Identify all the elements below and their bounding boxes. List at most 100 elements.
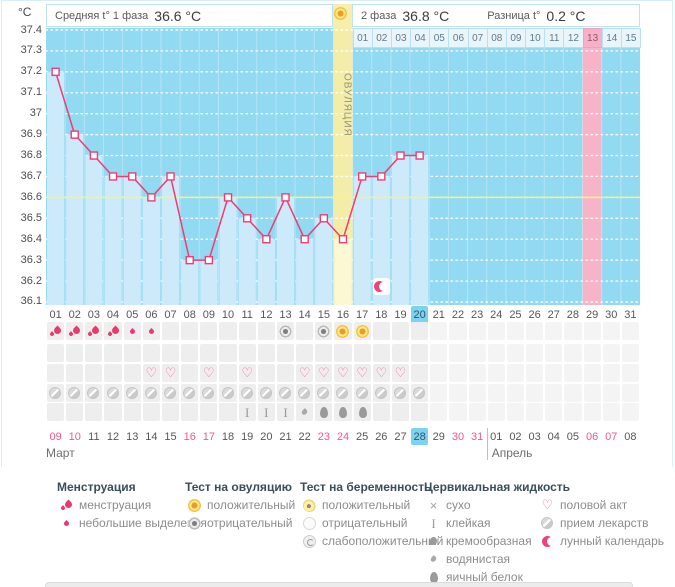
tracker-cell[interactable] (545, 384, 563, 402)
tracker-cell[interactable] (238, 403, 256, 421)
tracker-cell[interactable] (161, 322, 180, 340)
tracker-cell[interactable] (545, 403, 563, 421)
tracker-cell[interactable] (602, 322, 620, 340)
tracker-cell[interactable] (545, 344, 563, 362)
tracker-cell[interactable] (181, 384, 199, 402)
tracker-cell[interactable] (430, 403, 448, 421)
tracker-cell[interactable] (296, 384, 314, 402)
tracker-cell[interactable] (238, 344, 256, 362)
tracker-cell[interactable] (353, 364, 371, 382)
tracker-cell[interactable] (391, 322, 410, 340)
tracker-cell[interactable] (506, 322, 525, 340)
tracker-cell[interactable] (238, 384, 256, 402)
tracker-cell[interactable] (391, 403, 410, 421)
tracker-cell[interactable] (296, 364, 314, 382)
tracker-cell[interactable] (526, 403, 544, 421)
tracker-cell[interactable] (468, 344, 486, 362)
tracker-cell[interactable] (583, 364, 601, 382)
tracker-cell[interactable] (66, 364, 84, 382)
tracker-cell[interactable] (161, 364, 180, 382)
temperature-point[interactable] (242, 214, 252, 223)
tracker-cell[interactable] (123, 344, 141, 362)
tracker-cell[interactable] (315, 364, 333, 382)
tracker-cell[interactable] (161, 384, 180, 402)
tracker-cell[interactable] (276, 403, 295, 421)
tracker-cell[interactable] (219, 344, 237, 362)
tracker-cell[interactable] (200, 322, 218, 340)
tracker-cell[interactable] (47, 403, 65, 421)
tracker-cell[interactable] (257, 322, 275, 340)
temperature-point[interactable] (89, 151, 99, 160)
tracker-cell[interactable] (123, 364, 141, 382)
tracker-cell[interactable] (411, 364, 429, 382)
tracker-cell[interactable] (526, 322, 544, 340)
tracker-cell[interactable] (353, 344, 371, 362)
tracker-cell[interactable] (449, 403, 467, 421)
tracker-cell[interactable] (66, 384, 84, 402)
temperature-point[interactable] (262, 235, 271, 244)
tracker-cell[interactable] (161, 344, 180, 362)
tracker-cell[interactable] (181, 344, 199, 362)
tracker-cell[interactable] (85, 384, 103, 402)
temperature-point[interactable] (300, 235, 309, 244)
tracker-cell[interactable] (391, 364, 410, 382)
tracker-cell[interactable] (411, 403, 429, 421)
tracker-cell[interactable] (161, 403, 180, 421)
temperature-point[interactable] (204, 255, 214, 265)
tracker-cell[interactable] (47, 322, 65, 340)
tracker-cell[interactable] (296, 322, 314, 340)
tracker-cell[interactable] (411, 344, 429, 362)
temperature-point[interactable] (108, 172, 118, 181)
tracker-cell[interactable] (468, 364, 486, 382)
tracker-cell[interactable] (372, 364, 390, 382)
tracker-cell[interactable] (564, 384, 582, 402)
temperature-point[interactable] (128, 172, 137, 181)
temperature-point[interactable] (281, 193, 290, 202)
tracker-cell[interactable] (353, 322, 371, 340)
tracker-cell[interactable] (487, 322, 505, 340)
tracker-cell[interactable] (430, 322, 448, 340)
tracker-cell[interactable] (526, 364, 544, 382)
tracker-cell[interactable] (123, 403, 141, 421)
tracker-cell[interactable] (257, 344, 275, 362)
tracker-cell[interactable] (372, 403, 390, 421)
tracker-cell[interactable] (104, 344, 122, 362)
temperature-point[interactable] (396, 151, 405, 160)
tracker-cell[interactable] (142, 364, 160, 382)
tracker-cell[interactable] (449, 344, 467, 362)
tracker-cell[interactable] (506, 403, 525, 421)
tracker-cell[interactable] (583, 322, 601, 340)
tracker-cell[interactable] (391, 384, 410, 402)
temperature-point[interactable] (51, 67, 60, 77)
tracker-cell[interactable] (142, 403, 160, 421)
tracker-cell[interactable] (430, 364, 448, 382)
tracker-cell[interactable] (621, 403, 639, 421)
tracker-cell[interactable] (334, 384, 352, 402)
tracker-cell[interactable] (602, 344, 620, 362)
tracker-cell[interactable] (564, 364, 582, 382)
tracker-cell[interactable] (583, 344, 601, 362)
temperature-point[interactable] (223, 193, 233, 202)
temperature-point[interactable] (377, 172, 386, 181)
tracker-cell[interactable] (315, 403, 333, 421)
tracker-cell[interactable] (468, 403, 486, 421)
tracker-cell[interactable] (315, 322, 333, 340)
tracker-cell[interactable] (181, 322, 199, 340)
tracker-cell[interactable] (66, 403, 84, 421)
tracker-cell[interactable] (47, 384, 65, 402)
temperature-point[interactable] (415, 151, 424, 160)
tracker-cell[interactable] (47, 364, 65, 382)
tracker-cell[interactable] (238, 322, 256, 340)
tracker-cell[interactable] (602, 364, 620, 382)
tracker-cell[interactable] (526, 344, 544, 362)
tracker-cell[interactable] (621, 364, 639, 382)
tracker-cell[interactable] (181, 364, 199, 382)
tracker-cell[interactable] (353, 403, 371, 421)
tracker-cell[interactable] (200, 344, 218, 362)
tracker-cell[interactable] (564, 322, 582, 340)
tracker-cell[interactable] (104, 322, 122, 340)
tracker-cell[interactable] (296, 344, 314, 362)
tracker-cell[interactable] (602, 384, 620, 402)
tracker-cell[interactable] (123, 322, 141, 340)
tracker-cell[interactable] (276, 384, 295, 402)
